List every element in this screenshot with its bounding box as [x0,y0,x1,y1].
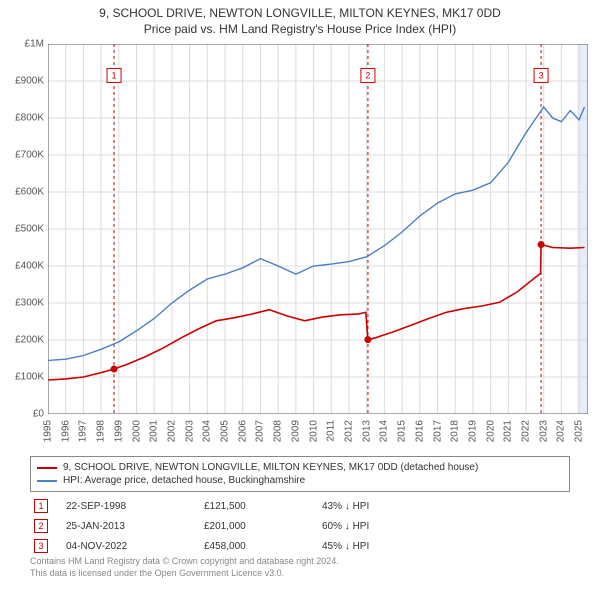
x-tick-label: 2003 [184,420,195,442]
sale-date: 25-JAN-2013 [66,521,186,532]
x-tick-label: 1999 [113,420,124,442]
x-tick-label: 2001 [149,420,160,442]
svg-text:3: 3 [539,70,544,80]
x-tick-label: 2005 [220,420,231,442]
x-tick-label: 2009 [290,420,301,442]
svg-text:1: 1 [112,70,117,80]
sale-hpi: 43% ↓ HPI [322,501,442,512]
x-tick-label: 2023 [538,420,549,442]
x-tick-label: 2012 [343,420,354,442]
legend-swatch [37,467,57,469]
y-tick-label: £400K [15,261,44,272]
sale-marker-box: 2 [34,519,48,533]
x-tick-label: 2013 [361,420,372,442]
x-tick-label: 2024 [556,420,567,442]
x-tick-label: 2018 [450,420,461,442]
sale-date: 22-SEP-1998 [66,501,186,512]
title-subtitle: Price paid vs. HM Land Registry's House … [8,22,592,36]
x-tick-label: 2025 [574,420,585,442]
y-axis: £0£100K£200K£300K£400K£500K£600K£700K£80… [8,44,46,414]
legend-row: HPI: Average price, detached house, Buck… [37,474,563,487]
y-tick-label: £200K [15,335,44,346]
sale-row: 1 22-SEP-1998 £121,500 43% ↓ HPI [30,496,570,516]
title-address: 9, SCHOOL DRIVE, NEWTON LONGVILLE, MILTO… [8,6,592,20]
footer-line1: Contains HM Land Registry data © Crown c… [30,556,570,568]
x-tick-label: 1995 [43,420,54,442]
title-block: 9, SCHOOL DRIVE, NEWTON LONGVILLE, MILTO… [0,0,600,38]
y-tick-label: £100K [15,372,44,383]
y-tick-label: £500K [15,224,44,235]
x-tick-label: 2006 [237,420,248,442]
sale-price: £458,000 [204,541,304,552]
y-tick-label: £700K [15,150,44,161]
sale-price: £121,500 [204,501,304,512]
x-tick-label: 2002 [166,420,177,442]
sale-hpi: 60% ↓ HPI [322,521,442,532]
footer: Contains HM Land Registry data © Crown c… [30,556,570,579]
x-tick-label: 2015 [397,420,408,442]
x-tick-label: 2008 [273,420,284,442]
legend-label: HPI: Average price, detached house, Buck… [63,475,305,486]
chart-svg: 1 2 3 [48,44,588,414]
x-tick-label: 2017 [432,420,443,442]
sale-marker-box: 3 [34,539,48,553]
x-tick-label: 1998 [96,420,107,442]
x-tick-label: 1997 [78,420,89,442]
x-tick-label: 2004 [202,420,213,442]
x-tick-label: 2022 [521,420,532,442]
sale-row: 2 25-JAN-2013 £201,000 60% ↓ HPI [30,516,570,536]
x-tick-label: 2020 [485,420,496,442]
y-tick-label: £0 [33,409,44,420]
sale-price: £201,000 [204,521,304,532]
x-tick-label: 2016 [414,420,425,442]
x-axis: 1995199619971998199920002001200220032004… [48,416,588,456]
legend-label: 9, SCHOOL DRIVE, NEWTON LONGVILLE, MILTO… [63,462,478,473]
x-tick-label: 2007 [255,420,266,442]
y-tick-label: £300K [15,298,44,309]
y-tick-label: £900K [15,76,44,87]
sale-marker-box: 1 [34,499,48,513]
sale-hpi: 45% ↓ HPI [322,541,442,552]
footer-line2: This data is licensed under the Open Gov… [30,568,570,580]
sale-row: 3 04-NOV-2022 £458,000 45% ↓ HPI [30,536,570,556]
sale-date: 04-NOV-2022 [66,541,186,552]
legend: 9, SCHOOL DRIVE, NEWTON LONGVILLE, MILTO… [30,456,570,492]
x-tick-label: 1996 [60,420,71,442]
x-tick-label: 2000 [131,420,142,442]
y-tick-label: £1M [25,39,44,50]
x-tick-label: 2011 [326,420,337,442]
legend-row: 9, SCHOOL DRIVE, NEWTON LONGVILLE, MILTO… [37,461,563,474]
y-tick-label: £600K [15,187,44,198]
x-tick-label: 2010 [308,420,319,442]
chart-area: 1 2 3 [48,44,588,414]
svg-text:2: 2 [365,70,370,80]
chart-container: 9, SCHOOL DRIVE, NEWTON LONGVILLE, MILTO… [0,0,600,590]
sales-table: 1 22-SEP-1998 £121,500 43% ↓ HPI 2 25-JAN-201… [30,496,570,556]
x-tick-label: 2021 [503,420,514,442]
x-tick-label: 2019 [467,420,478,442]
x-tick-label: 2014 [379,420,390,442]
legend-swatch [37,480,57,482]
y-tick-label: £800K [15,113,44,124]
